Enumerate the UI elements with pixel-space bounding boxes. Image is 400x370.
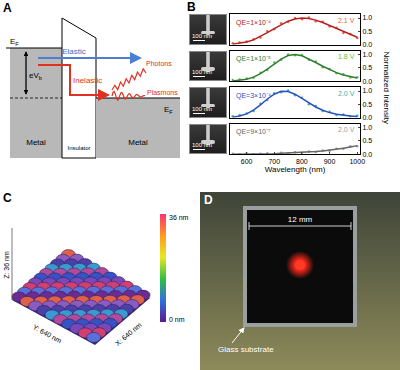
svg-text:36 nm: 36 nm <box>169 214 189 221</box>
svg-text:1.0: 1.0 <box>362 87 372 94</box>
svg-text:Insulator: Insulator <box>67 145 90 151</box>
svg-text:Glass substrate: Glass substrate <box>218 345 274 354</box>
html-text:100 nm: 100 nm <box>192 32 212 39</box>
svg-text:0.0: 0.0 <box>362 114 372 121</box>
svg-text:700: 700 <box>268 158 280 165</box>
svg-text:Metal: Metal <box>128 138 148 147</box>
svg-text:1.8 V: 1.8 V <box>338 53 355 60</box>
svg-text:QE=1×10⁻⁵: QE=1×10⁻⁵ <box>236 55 271 63</box>
svg-text:600: 600 <box>241 158 253 165</box>
svg-text:0 nm: 0 nm <box>169 316 185 323</box>
svg-text:EF: EF <box>164 105 173 115</box>
svg-text:2.0 V: 2.0 V <box>338 126 355 133</box>
svg-text:QE=1×10⁻⁴: QE=1×10⁻⁴ <box>236 19 271 27</box>
svg-text:1.0: 1.0 <box>362 51 372 58</box>
svg-text:1.0: 1.0 <box>362 124 372 131</box>
svg-text:EF: EF <box>10 37 19 47</box>
svg-text:0.5: 0.5 <box>362 64 372 71</box>
svg-text:QE=9×10⁻⁷: QE=9×10⁻⁷ <box>236 128 271 136</box>
svg-text:0.5: 0.5 <box>362 28 372 35</box>
svg-text:Elastic: Elastic <box>62 47 86 56</box>
svg-text:Photons: Photons <box>146 60 172 67</box>
svg-text:12 mm: 12 mm <box>288 215 313 224</box>
svg-text:0.5: 0.5 <box>362 137 372 144</box>
svg-text:800: 800 <box>296 158 308 165</box>
svg-text:0.5: 0.5 <box>362 101 372 108</box>
svg-text:2.0 V: 2.0 V <box>338 90 355 97</box>
svg-text:A: A <box>3 1 12 15</box>
svg-text:Normalized Intensity: Normalized Intensity <box>382 52 391 124</box>
svg-text:1000: 1000 <box>349 158 365 165</box>
html-text:B: B <box>187 0 196 14</box>
svg-text:D: D <box>204 193 213 207</box>
svg-text:Y: 640 nm: Y: 640 nm <box>32 323 63 344</box>
html-text:100 nm: 100 nm <box>192 69 212 76</box>
svg-text:X: 640 nm: X: 640 nm <box>114 321 143 347</box>
svg-text:1.0: 1.0 <box>362 14 372 21</box>
svg-text:Wavelength (nm): Wavelength (nm) <box>265 165 326 174</box>
html-text:100 nm: 100 nm <box>192 105 212 112</box>
svg-text:Inelastic: Inelastic <box>73 76 102 85</box>
svg-text:eVb: eVb <box>29 71 42 81</box>
svg-text:0.0: 0.0 <box>362 41 372 48</box>
svg-text:Z: 36 nm: Z: 36 nm <box>3 251 10 279</box>
svg-text:Metal: Metal <box>26 138 46 147</box>
svg-text:2.1 V: 2.1 V <box>338 17 355 24</box>
html-text:100 nm: 100 nm <box>192 142 212 149</box>
svg-text:900: 900 <box>324 158 336 165</box>
svg-text:QE=3×10⁻⁴: QE=3×10⁻⁴ <box>236 92 271 100</box>
svg-text:Plasmons: Plasmons <box>147 89 178 96</box>
svg-text:C: C <box>3 191 12 205</box>
svg-text:0.0: 0.0 <box>362 151 372 158</box>
svg-text:0.0: 0.0 <box>362 78 372 85</box>
